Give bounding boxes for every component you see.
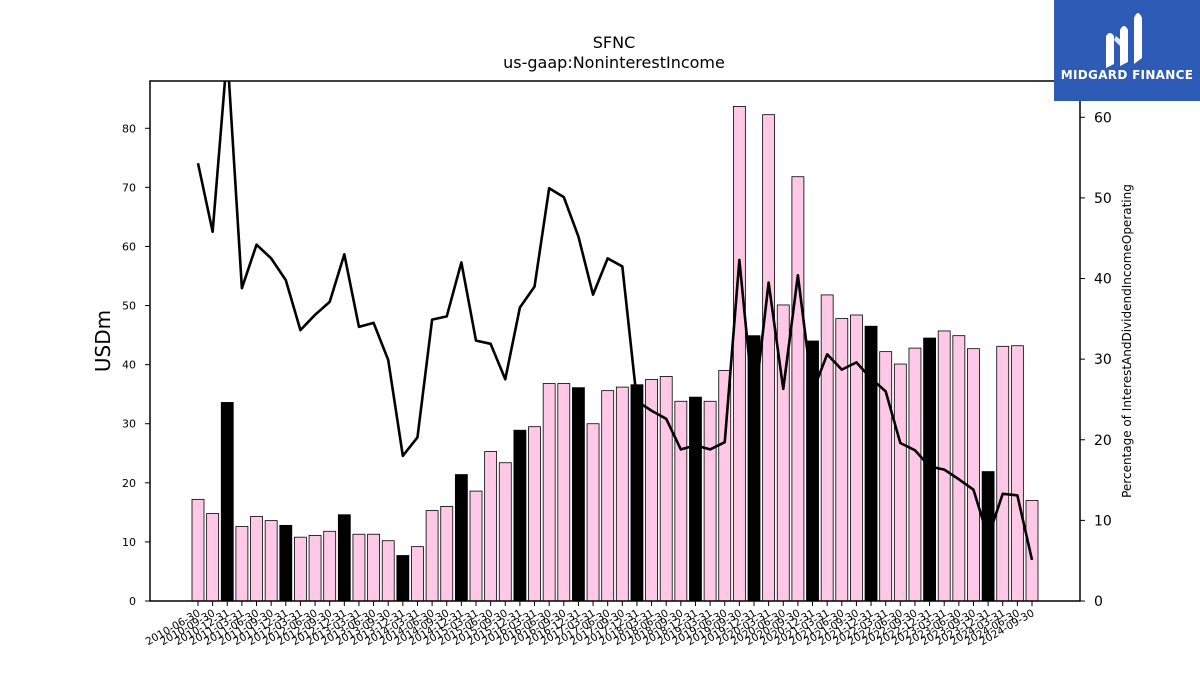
bar-2017-06-30 bbox=[601, 390, 615, 602]
y-tick-label: 80 bbox=[122, 122, 136, 135]
y-tick-label: 60 bbox=[122, 240, 136, 253]
bar-2015-03-31 bbox=[469, 490, 483, 602]
bar-2022-12-31 bbox=[923, 337, 936, 602]
bar-2024-03-31 bbox=[996, 345, 1010, 602]
bar-2011-06-30 bbox=[250, 516, 263, 602]
bar-2017-03-31 bbox=[586, 423, 600, 602]
bar-2018-12-31 bbox=[689, 396, 702, 602]
bar-2020-03-31 bbox=[762, 114, 776, 602]
bar-2016-06-30 bbox=[542, 383, 556, 602]
bar-2016-03-31 bbox=[528, 426, 541, 602]
brand-name: MIDGARD FINANCE bbox=[1060, 68, 1194, 82]
bar-2012-06-30 bbox=[308, 535, 322, 602]
y2-tick-label: 50 bbox=[1094, 191, 1112, 207]
y2-axis-label: Percentage of InterestAndDividendIncomeO… bbox=[1120, 184, 1134, 498]
bar-2022-09-30 bbox=[908, 347, 922, 602]
bar-2011-09-30 bbox=[264, 520, 278, 602]
bar-2015-12-31 bbox=[513, 429, 527, 602]
bar-2018-09-30 bbox=[674, 400, 688, 602]
y-tick-label: 50 bbox=[122, 300, 136, 313]
bar-2022-06-30 bbox=[893, 363, 907, 602]
bar-2014-12-31 bbox=[454, 474, 468, 602]
bar-2012-09-30 bbox=[323, 530, 337, 602]
line-series bbox=[196, 81, 1034, 561]
bar-2020-09-30 bbox=[791, 176, 805, 602]
bar-2015-09-30 bbox=[498, 462, 512, 602]
x-axis: 2010-06-302010-09-302010-12-312011-03-31… bbox=[144, 601, 1037, 648]
bar-2011-03-31 bbox=[235, 526, 249, 602]
chart-title: SFNC bbox=[593, 33, 636, 52]
bar-2010-06-30 bbox=[191, 498, 205, 602]
plot-frame bbox=[149, 80, 1081, 602]
bar-2017-12-31 bbox=[630, 384, 644, 602]
y-tick-label: 30 bbox=[122, 418, 136, 431]
bar-2024-09-30 bbox=[1025, 500, 1039, 602]
bar-2023-06-30 bbox=[952, 335, 966, 602]
y-axis-left: 0 10 20 30 40 50 60 70 80 bbox=[122, 122, 150, 608]
midgard-m-logo-icon bbox=[1106, 13, 1142, 68]
bar-2016-09-30 bbox=[557, 383, 571, 602]
bar-2016-12-31 bbox=[572, 387, 585, 602]
bar-2013-03-31 bbox=[352, 533, 366, 602]
axes-frame bbox=[149, 80, 1081, 602]
bar-2021-03-31 bbox=[820, 294, 834, 602]
bar-2021-06-30 bbox=[835, 318, 849, 602]
bar-2021-09-30 bbox=[850, 314, 863, 602]
y-tick-label: 20 bbox=[122, 477, 136, 490]
bar-2019-09-30 bbox=[732, 106, 746, 602]
bar-2017-09-30 bbox=[615, 386, 629, 602]
bar-2015-06-30 bbox=[484, 451, 498, 602]
bar-2013-09-30 bbox=[381, 540, 395, 602]
bar-2014-03-31 bbox=[411, 546, 424, 602]
bar-2018-06-30 bbox=[659, 376, 673, 602]
bar-2013-12-31 bbox=[396, 555, 410, 602]
bar-2023-09-30 bbox=[967, 348, 980, 602]
y2-tick-label: 60 bbox=[1094, 110, 1112, 126]
bar-2019-03-31 bbox=[703, 400, 717, 602]
y2-tick-label: 30 bbox=[1094, 352, 1112, 368]
bar-2010-12-31 bbox=[220, 402, 234, 602]
bar-2021-12-31 bbox=[864, 325, 878, 602]
bar-2011-12-31 bbox=[279, 524, 293, 602]
y-tick-label: 70 bbox=[122, 181, 136, 194]
bar-2010-09-30 bbox=[206, 513, 220, 602]
brand-logo: MIDGARD FINANCE bbox=[1054, 0, 1200, 101]
y2-tick-label: 10 bbox=[1094, 513, 1112, 529]
y-axis-label: USDm bbox=[91, 310, 115, 372]
bar-2013-06-30 bbox=[367, 533, 380, 602]
y2-tick-label: 20 bbox=[1094, 433, 1112, 449]
bar-2014-06-30 bbox=[425, 510, 439, 602]
y2-tick-label: 0 bbox=[1094, 594, 1103, 610]
y-tick-label: 40 bbox=[122, 359, 136, 372]
bar-2023-03-31 bbox=[937, 330, 951, 602]
chart-subtitle: us-gaap:NoninterestIncome bbox=[503, 53, 725, 72]
bar-2012-12-31 bbox=[337, 514, 351, 602]
y-tick-label: 0 bbox=[129, 595, 136, 608]
bar-series bbox=[191, 106, 1039, 602]
y-axis-right: 0 10 20 30 40 50 60 bbox=[1080, 110, 1112, 610]
bar-2024-06-30 bbox=[1010, 345, 1024, 602]
y-tick-label: 10 bbox=[122, 536, 136, 549]
bar-2012-03-31 bbox=[294, 536, 307, 602]
percentage-line bbox=[196, 81, 1034, 561]
bar-2014-09-30 bbox=[440, 506, 454, 602]
y2-tick-label: 40 bbox=[1094, 272, 1112, 288]
